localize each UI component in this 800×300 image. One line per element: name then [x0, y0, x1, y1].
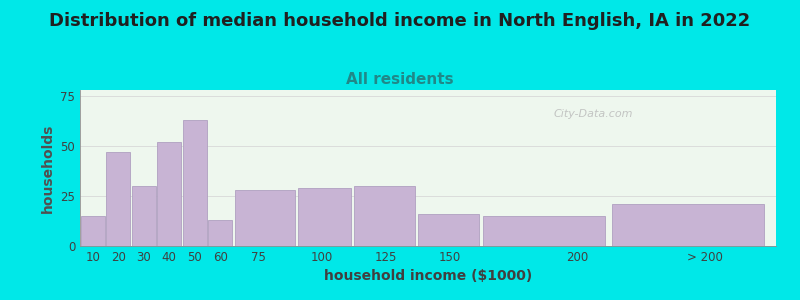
Bar: [182, 120, 207, 246]
Bar: [483, 216, 605, 246]
Bar: [208, 220, 232, 246]
Bar: [106, 152, 130, 246]
Bar: [81, 216, 105, 246]
Bar: [354, 186, 415, 246]
Y-axis label: households: households: [41, 123, 54, 213]
Bar: [612, 204, 764, 246]
Bar: [234, 190, 295, 246]
Bar: [418, 214, 478, 246]
Text: All residents: All residents: [346, 72, 454, 87]
Bar: [157, 142, 182, 246]
Bar: [298, 188, 351, 246]
Bar: [132, 186, 156, 246]
X-axis label: household income ($1000): household income ($1000): [324, 269, 532, 284]
Text: City-Data.com: City-Data.com: [554, 109, 633, 119]
Text: Distribution of median household income in North English, IA in 2022: Distribution of median household income …: [50, 12, 750, 30]
